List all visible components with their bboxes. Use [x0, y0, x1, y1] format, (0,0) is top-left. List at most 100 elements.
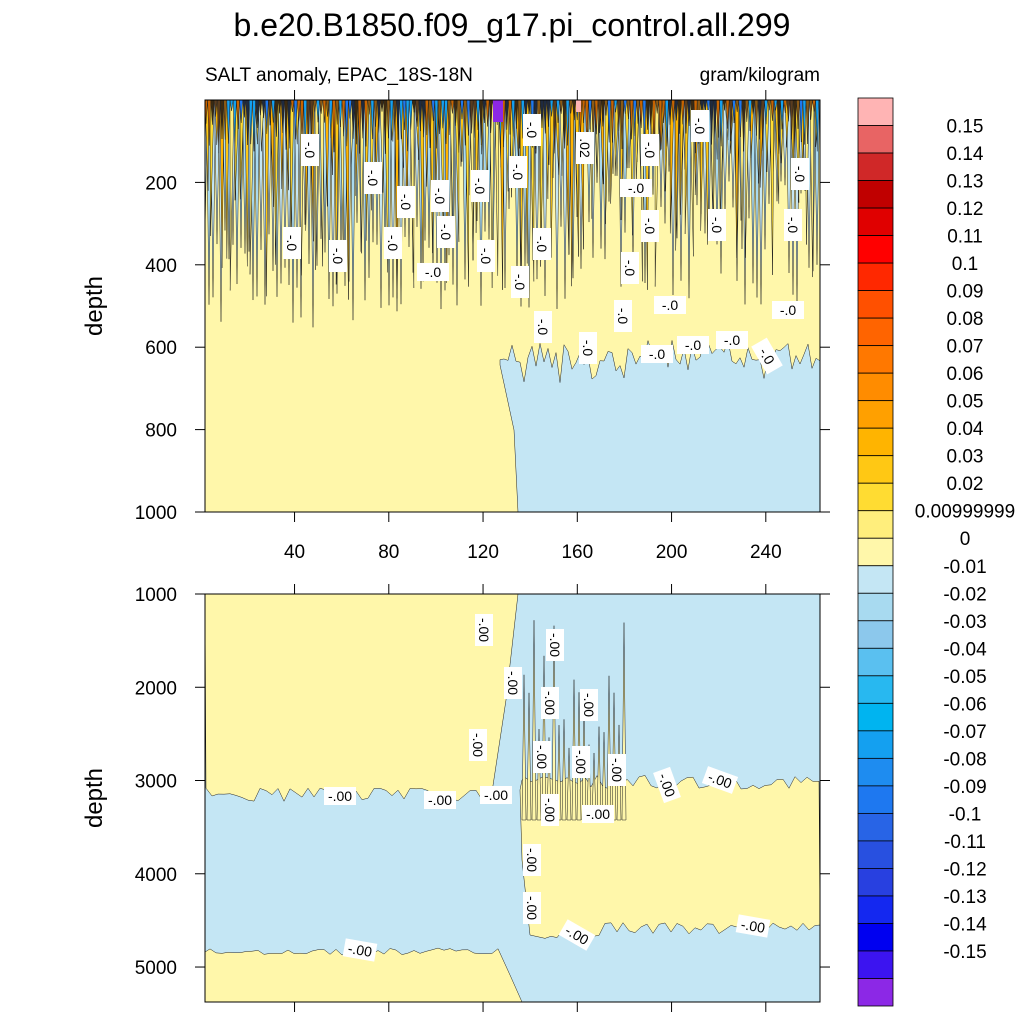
contour-fill: [229, 100, 234, 111]
contour-fill: [264, 100, 270, 297]
contour-label-bg: [329, 240, 347, 272]
contour-fill: [767, 100, 772, 111]
colorbar-swatch: [857, 537, 894, 567]
contour-label-group: -.0: [417, 263, 449, 281]
contour-label-bg: [504, 667, 522, 699]
contour-fill: [809, 100, 815, 278]
contour-fill: [616, 100, 621, 131]
plot-frame: [204, 99, 821, 513]
contour-fill: [376, 100, 381, 133]
colorbar-label: 0: [960, 529, 971, 550]
colorbar-swatch: [857, 290, 894, 319]
contour-fill: [354, 100, 359, 145]
colorbar-swatch: [857, 262, 894, 292]
contour-label: -.00: [470, 733, 486, 757]
contour-fill: [802, 100, 807, 145]
contour-fill: [274, 100, 280, 265]
contour-fill: [464, 100, 470, 287]
colorbar-label: -0.14: [943, 914, 987, 935]
contour-fill: [236, 100, 240, 130]
contour-fill: [671, 100, 676, 123]
colorbar-swatch: [857, 345, 894, 374]
contour-label-bg: [417, 263, 449, 281]
contour-label-group: -.00: [523, 844, 541, 876]
contour-fill: [514, 100, 519, 129]
contour-fill: [255, 100, 260, 128]
colorbar-label: -0.02: [943, 584, 986, 605]
colorbar-label: 0.14: [947, 144, 984, 165]
contour-fill: [449, 100, 455, 224]
contour-fill: [789, 100, 794, 140]
contour-label-group: -.00: [533, 741, 551, 773]
contour-label-group: -.0: [579, 332, 597, 364]
contour-label-bg: [523, 844, 541, 876]
contour-fill: [300, 100, 304, 146]
contour-fill: [482, 100, 487, 123]
contour-fill: [431, 100, 436, 121]
contour-fill: [732, 100, 736, 124]
contour-fill: [626, 100, 631, 120]
bottom-plot: -.00 -.00 -.00 -.00 -.00 -.00 -.00 -.00 -.00 -.00…: [205, 594, 820, 1002]
contour-fill: [325, 100, 330, 117]
contour-label-bg: [477, 240, 495, 272]
contour-label-bg: [641, 210, 659, 242]
contour-label: -.0: [642, 142, 658, 159]
contour-label-bg: [576, 132, 594, 164]
contour-fill: [344, 100, 350, 300]
contour-label: -.00: [524, 848, 540, 872]
colorbar-swatch: [857, 372, 894, 402]
contour-label-bg: [620, 179, 652, 197]
contour-fill: [722, 100, 727, 111]
contour-label: -.00: [609, 758, 625, 782]
contour-fill: [245, 100, 250, 146]
contour-label-group: -.0: [283, 227, 301, 259]
contour-fill: [408, 100, 413, 130]
contour-fill: [232, 100, 237, 147]
contour-fill: [332, 100, 336, 153]
contour-label-bg: [580, 689, 598, 721]
contour-label-bg: [791, 158, 809, 190]
contour-fill: [639, 100, 644, 128]
colorbar-swatch: [857, 97, 894, 126]
contour-fill: [572, 100, 576, 121]
contour-label: -.00: [484, 787, 508, 803]
contour-label: -.0: [649, 346, 666, 362]
contour-fill: [293, 100, 298, 140]
contour-label-group: -.00: [580, 689, 598, 721]
contour-label-group: -.0: [641, 345, 673, 363]
contour-fill: [287, 100, 292, 149]
contour-fill: [319, 100, 324, 114]
contour-fill: [661, 100, 666, 123]
contour-fill: [254, 100, 260, 297]
contour-label: -.0: [535, 319, 551, 336]
contour-fill: [494, 100, 500, 276]
contour-label-bg: [509, 156, 527, 188]
contour-fill: [239, 100, 245, 200]
contour-fill: [242, 100, 247, 118]
contour-fill: [205, 594, 519, 802]
contour-label-bg: [364, 162, 382, 194]
contour-label-group: -.0: [397, 186, 415, 218]
contour-fill: [655, 100, 660, 114]
contour-fill: [244, 100, 250, 267]
colorbar-label: -0.08: [943, 749, 986, 770]
contour-label-bg: [716, 331, 748, 349]
contour-label-group: -.0: [751, 337, 783, 375]
contour-label-bg: [397, 186, 415, 218]
y-tick-label: 200: [145, 173, 177, 194]
contour-fill: [546, 100, 551, 127]
contour-fill: [485, 100, 490, 127]
y-tick-label: 3000: [135, 772, 177, 793]
x-tick-label: 200: [656, 542, 688, 563]
colorbar-label: -0.15: [943, 942, 986, 963]
contour-fill: [402, 100, 407, 130]
colorbar-swatch: [857, 620, 894, 649]
x-tick-label: 240: [750, 542, 782, 563]
contour-fill: [738, 100, 743, 137]
contour-fill: [700, 100, 704, 114]
contour-label: -.0: [478, 248, 494, 265]
contour-label: -.0: [756, 345, 778, 367]
contour-fill: [790, 100, 796, 295]
contour-fill: [220, 100, 224, 140]
contour-label-bg: [572, 746, 590, 778]
